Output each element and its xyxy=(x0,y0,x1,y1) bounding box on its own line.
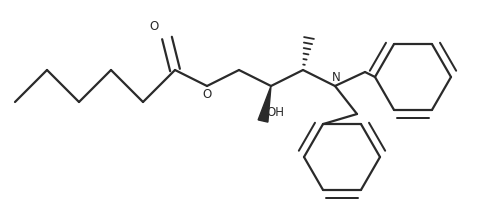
Text: O: O xyxy=(202,88,212,101)
Text: OH: OH xyxy=(266,106,284,119)
Text: N: N xyxy=(332,71,340,84)
Polygon shape xyxy=(258,86,271,122)
Text: O: O xyxy=(150,20,159,33)
